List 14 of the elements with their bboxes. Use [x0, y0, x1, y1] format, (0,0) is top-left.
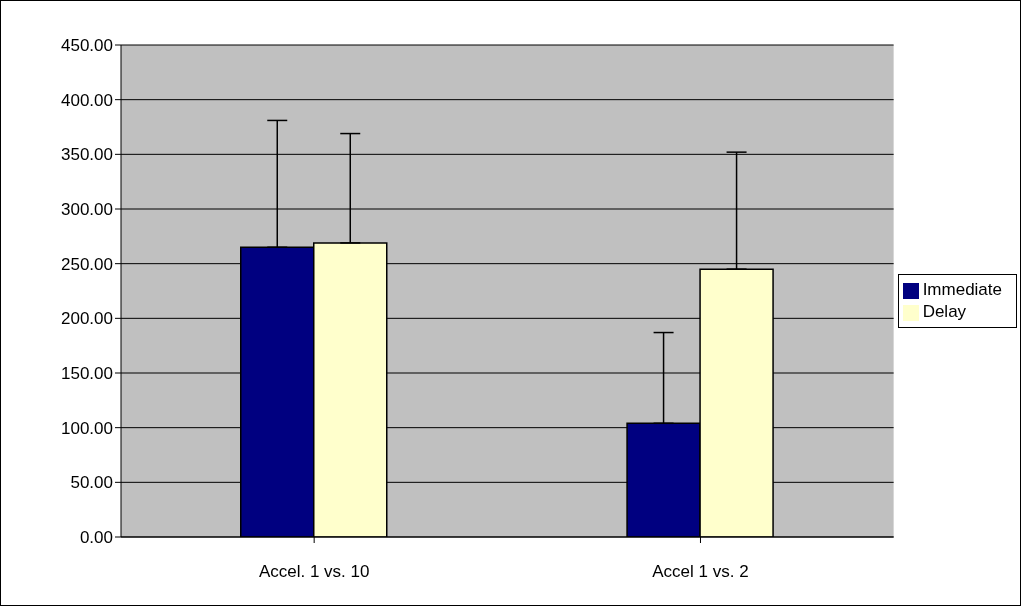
y-tick-label: 400.00 [61, 90, 113, 110]
x-tick-label: Accel. 1 vs. 10 [258, 562, 370, 582]
legend-label: Immediate [922, 280, 1002, 299]
y-tick-label: 100.00 [61, 418, 113, 438]
y-tick-label: 350.00 [61, 145, 113, 165]
y-tick-label: 50.00 [70, 473, 113, 493]
y-tick-label: 0.00 [79, 528, 113, 548]
y-tick-label: 300.00 [61, 200, 113, 220]
legend-label: Delay [922, 302, 967, 321]
y-tick-label: 150.00 [61, 364, 113, 384]
y-tick-label: 450.00 [61, 36, 113, 56]
x-tick-label: Accel 1 vs. 2 [652, 562, 749, 582]
y-tick-label: 200.00 [61, 309, 113, 329]
y-tick-label: 250.00 [61, 254, 113, 274]
